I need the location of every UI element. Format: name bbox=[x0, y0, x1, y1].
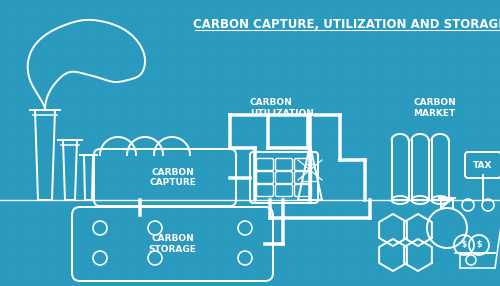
Text: CARBON
MARKET: CARBON MARKET bbox=[413, 98, 456, 118]
Text: CARBON
UTILIZATION: CARBON UTILIZATION bbox=[250, 98, 314, 118]
Text: TAX: TAX bbox=[473, 160, 493, 170]
Text: CARBON
CAPTURE: CARBON CAPTURE bbox=[150, 168, 196, 187]
Text: CARBON CAPTURE, UTILIZATION AND STORAGE: CARBON CAPTURE, UTILIZATION AND STORAGE bbox=[194, 18, 500, 31]
Text: $: $ bbox=[462, 241, 466, 249]
Text: $: $ bbox=[476, 241, 482, 249]
Text: CARBON
STORAGE: CARBON STORAGE bbox=[148, 234, 196, 254]
